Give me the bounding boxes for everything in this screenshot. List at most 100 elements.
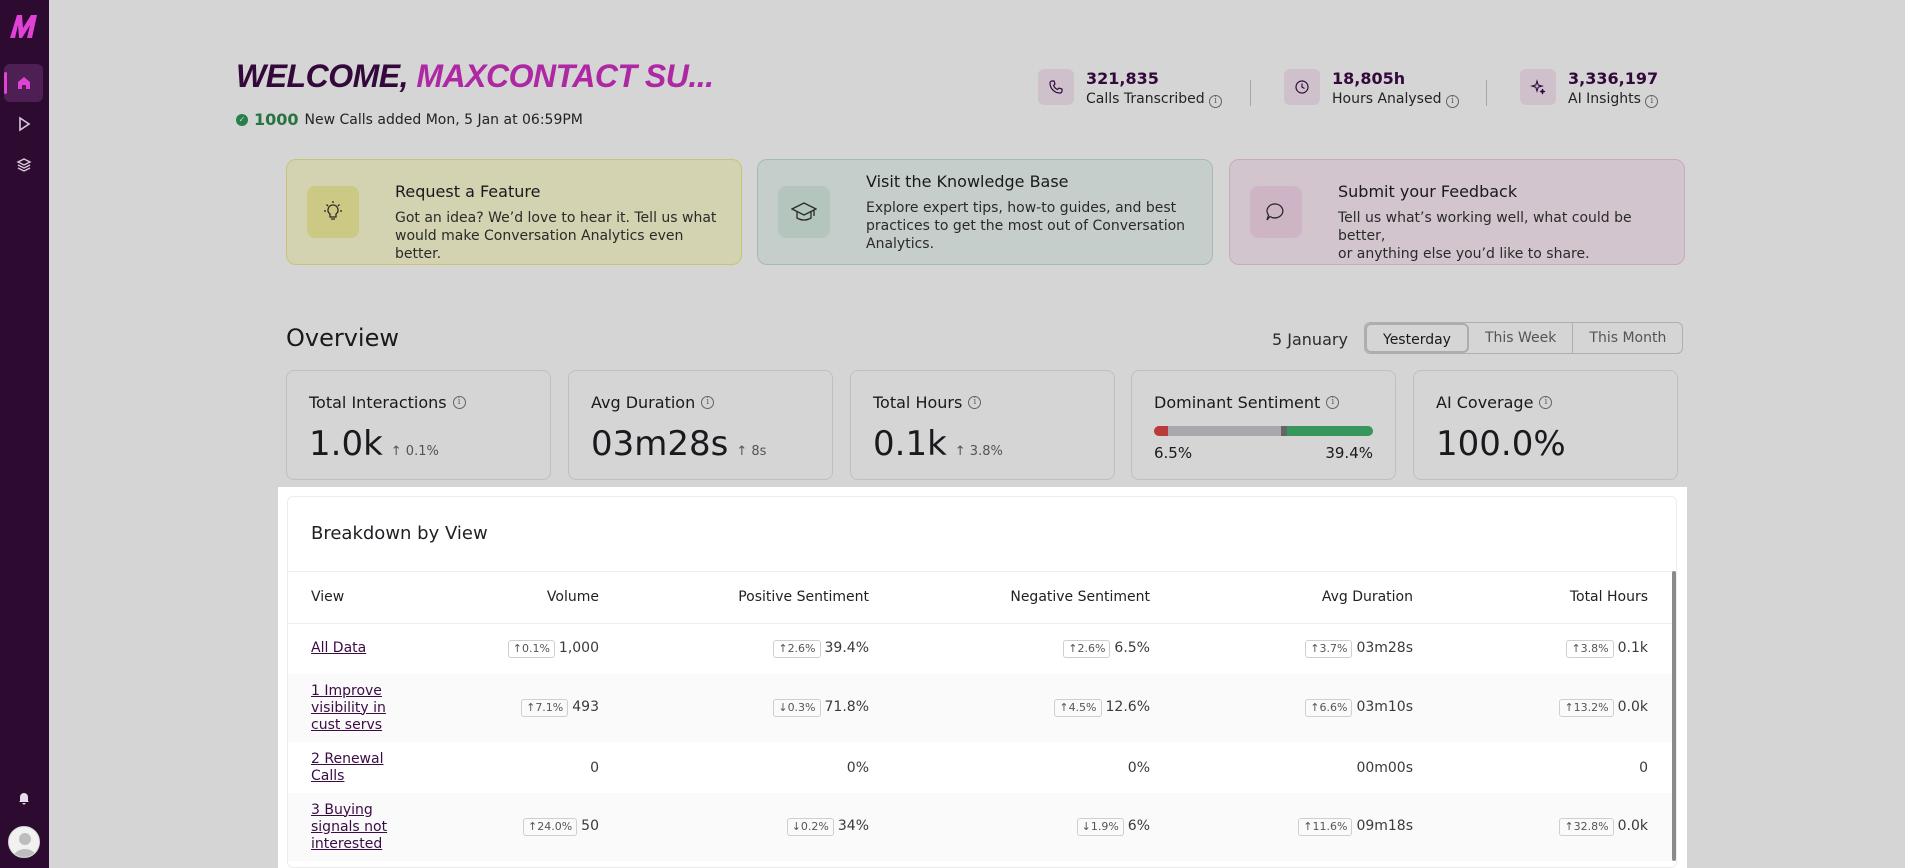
lightbulb-icon [307, 186, 359, 238]
cell-value: 03m28s [1356, 639, 1413, 656]
cell-total-hours: ↑13.2% 0.0k [1437, 674, 1672, 742]
cell-view: All Data [288, 623, 438, 674]
info-icon[interactable]: i [452, 396, 466, 409]
nav-home[interactable] [4, 64, 43, 102]
range-yesterday[interactable]: Yesterday [1365, 323, 1469, 353]
card-description: Tell us what’s working well, what could … [1338, 210, 1632, 262]
kpi-label: AI Insights i [1568, 89, 1659, 109]
cell-value: 03m10s [1356, 699, 1413, 715]
layers-icon [15, 158, 32, 172]
stat-avg-duration: Avg Duration i 03m28s ↑ 8s [568, 370, 833, 480]
kpi-calls-transcribed: 321,835 Calls Transcribed i [1038, 69, 1223, 109]
cell-value: 0% [846, 759, 869, 776]
nav-layers[interactable] [4, 146, 43, 184]
info-icon[interactable]: i [701, 396, 715, 409]
info-icon[interactable]: i [1326, 396, 1340, 409]
arrow-down-icon: ↓ [1081, 820, 1091, 833]
cell-total-hours: 0 [1437, 742, 1672, 793]
cell-value: 6% [1127, 818, 1150, 834]
stat-label: Dominant Sentiment i [1154, 393, 1373, 412]
arrow-up-icon: ↑ [1059, 701, 1069, 714]
cell-value: 71.8% [824, 699, 869, 715]
range-this-week[interactable]: This Week [1469, 323, 1574, 353]
arrow-up-icon: ↑ [1564, 820, 1574, 833]
cell-value: 493 [572, 699, 599, 715]
cell-avg-duration: ↑3.7% 03m28s [1174, 623, 1437, 674]
view-link[interactable]: All Data [311, 640, 367, 657]
stat-total-hours: Total Hours i 0.1k ↑ 3.8% [850, 370, 1115, 480]
stat-label: AI Coverage i [1436, 393, 1655, 412]
cell-value: 6.5% [1114, 639, 1150, 656]
change-chip: ↑3.7% [1305, 639, 1353, 658]
change-chip: ↑6.6% [1305, 699, 1353, 717]
avatar[interactable] [8, 826, 40, 858]
card-knowledge-base[interactable]: Visit the Knowledge Base Explore expert … [757, 159, 1213, 265]
sentiment-bar [1154, 426, 1373, 436]
info-icon[interactable]: i [1645, 95, 1659, 108]
cell-value: 1,000 [558, 639, 599, 656]
stat-value: 100.0% [1436, 424, 1566, 464]
cell-value: 0 [590, 759, 599, 776]
date-range-selector: Yesterday This Week This Month [1364, 322, 1684, 354]
cell-value: 39.4% [824, 639, 869, 656]
breakdown-panel: Breakdown by View View Volume Positive S… [287, 496, 1677, 868]
maxcontact-logo[interactable] [8, 12, 41, 40]
info-icon[interactable]: i [1539, 396, 1553, 409]
view-link[interactable]: 1 Improve visibility in cust servs [311, 682, 386, 733]
breakdown-table: View Volume Positive Sentiment Negative … [288, 572, 1672, 861]
cell-total-hours: ↑3.8% 0.1k [1437, 623, 1672, 674]
change-chip: ↑24.0% [523, 818, 578, 836]
change-chip: ↓0.3% [773, 699, 821, 717]
arrow-up-icon: ↑ [778, 641, 788, 655]
new-calls-status: ✓ 1000 New Calls added Mon, 5 Jan at 06:… [236, 110, 583, 129]
cell-view: 1 Improve visibility in cust servs [288, 674, 438, 742]
change-chip: ↓0.2% [786, 818, 834, 836]
arrow-up-icon: ↑ [1564, 701, 1574, 714]
arrow-up-icon: ↑ [1571, 641, 1581, 655]
arrow-up-icon: ↑ [1310, 701, 1320, 714]
kpi-ai-insights: 3,336,197 AI Insights i [1520, 69, 1659, 109]
info-icon[interactable]: i [1445, 95, 1459, 108]
card-request-feature[interactable]: Request a Feature Got an idea? We’d love… [286, 159, 742, 265]
kpi-value: 18,805h [1332, 69, 1406, 88]
overview-title: Overview [286, 324, 399, 352]
cell-value: 34% [837, 818, 869, 834]
arrow-down-icon: ↓ [791, 820, 801, 833]
cell-negative-sentiment: ↑4.5% 12.6% [893, 674, 1174, 742]
col-header-volume: Volume [438, 572, 623, 624]
card-title: Visit the Knowledge Base [866, 172, 1069, 191]
view-link[interactable]: 3 Buying signals not interested [311, 801, 388, 852]
table-header-row: View Volume Positive Sentiment Negative … [288, 572, 1672, 624]
cell-negative-sentiment: 0% [893, 742, 1174, 793]
arrow-up-icon: ↑ [512, 641, 522, 655]
arrow-up-icon: ↑ [1310, 641, 1320, 655]
cell-positive-sentiment: 0% [623, 742, 893, 793]
view-link[interactable]: 2 Renewal Calls [311, 750, 384, 784]
check-circle-icon: ✓ [236, 113, 248, 126]
info-icon[interactable]: i [968, 396, 982, 409]
card-submit-feedback[interactable]: Submit your Feedback Tell us what’s work… [1229, 159, 1685, 265]
welcome-prefix: WELCOME, [236, 58, 408, 94]
cell-value: 00m00s [1356, 759, 1413, 776]
info-icon[interactable]: i [1209, 95, 1223, 108]
kpi-hours-analysed: 18,805h Hours Analysed i [1284, 69, 1459, 109]
change-chip: ↑11.6% [1298, 818, 1353, 836]
cell-value: 0.0k [1617, 818, 1648, 834]
stat-value: 03m28s [591, 424, 729, 464]
cell-volume: ↑24.0% 50 [438, 793, 623, 861]
col-header-total-hours: Total Hours [1437, 572, 1672, 624]
stat-label: Total Hours i [873, 393, 1092, 412]
kpi-value: 321,835 [1086, 69, 1159, 88]
scrollbar[interactable] [1672, 571, 1676, 861]
overview-date: 5 January [1272, 330, 1348, 349]
stat-total-interactions: Total Interactions i 1.0k ↑ 0.1% [286, 370, 551, 480]
new-calls-text: New Calls added Mon, 5 Jan at 06:59PM [304, 111, 583, 128]
cell-negative-sentiment: ↑2.6% 6.5% [893, 623, 1174, 674]
cell-value: 09m18s [1356, 818, 1413, 834]
range-this-month[interactable]: This Month [1589, 330, 1667, 346]
nav-play[interactable] [4, 105, 43, 143]
card-title: Request a Feature [395, 182, 541, 201]
nav-notifications[interactable] [4, 779, 43, 817]
change-chip: ↑3.8% [1566, 639, 1614, 658]
kpi-divider [1486, 80, 1487, 106]
